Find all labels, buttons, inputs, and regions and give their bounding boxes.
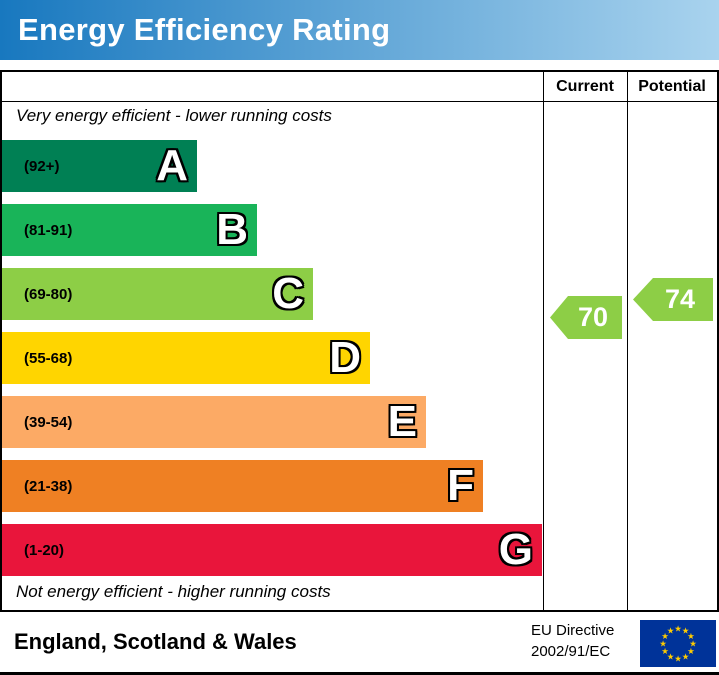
svg-text:★: ★ [682, 651, 690, 661]
eu-directive-line1: EU Directive [531, 622, 615, 639]
region-label: England, Scotland & Wales [14, 629, 297, 654]
rating-chart: Current Potential Very energy efficient … [0, 70, 719, 612]
eu-flag-icon: ★ ★★★★★★★★★★★ [640, 620, 716, 667]
svg-text:★: ★ [667, 651, 675, 661]
band-range-label: (69-80) [24, 285, 73, 303]
band-range-label: (39-54) [24, 413, 73, 431]
band-f: (21-38) F [2, 460, 483, 512]
svg-text:★: ★ [674, 624, 682, 634]
eu-directive-label: EU Directive 2002/91/EC [531, 620, 614, 662]
current-column-header: Current [556, 78, 614, 95]
footer: England, Scotland & Wales EU Directive 2… [0, 612, 719, 675]
band-letter: C [272, 269, 304, 318]
potential-rating-arrow: 74 [633, 278, 713, 321]
band-range-label: (21-38) [24, 477, 73, 495]
band-letter: D [329, 333, 361, 382]
svg-text:★: ★ [667, 626, 675, 636]
svg-text:★: ★ [659, 639, 667, 649]
band-a: (92+) A [2, 140, 197, 192]
title-banner: Energy Efficiency Rating [0, 0, 719, 60]
potential-rating-value: 74 [664, 284, 696, 314]
band-letter: A [156, 141, 188, 190]
bottom-note: Not energy efficient - higher running co… [16, 582, 331, 601]
svg-text:★: ★ [689, 639, 697, 649]
band-range-label: (55-68) [24, 349, 73, 367]
band-e: (39-54) E [2, 396, 426, 448]
band-range-label: (1-20) [24, 541, 65, 559]
eu-directive-line2: 2002/91/EC [531, 643, 611, 660]
svg-text:★: ★ [674, 654, 682, 664]
current-column-divider [543, 72, 544, 610]
band-letter: G [498, 525, 533, 574]
band-letter: B [216, 205, 248, 254]
potential-column-divider [627, 72, 628, 610]
band-range-label: (92+) [24, 157, 60, 175]
current-rating-value: 70 [577, 302, 609, 332]
svg-text:★: ★ [687, 646, 695, 656]
svg-text:★: ★ [661, 646, 669, 656]
band-letter: F [447, 461, 474, 510]
page-title: Energy Efficiency Rating [18, 12, 391, 47]
band-d: (55-68) D [2, 332, 370, 384]
column-header-row: Current Potential [2, 72, 717, 102]
svg-text:★: ★ [682, 626, 690, 636]
band-letter: E [387, 397, 417, 446]
svg-text:★: ★ [661, 631, 669, 641]
current-rating-arrow: 70 [550, 296, 622, 339]
band-range-label: (81-91) [24, 221, 73, 239]
svg-text:★: ★ [687, 631, 695, 641]
band-g: (1-20) G [2, 524, 542, 576]
top-note: Very energy efficient - lower running co… [16, 106, 332, 125]
band-c: (69-80) C [2, 268, 313, 320]
potential-column-header: Potential [638, 78, 706, 95]
band-b: (81-91) B [2, 204, 257, 256]
rating-bands: (92+) A (81-91) B (69-80) C (55-68) D (3… [2, 140, 542, 588]
